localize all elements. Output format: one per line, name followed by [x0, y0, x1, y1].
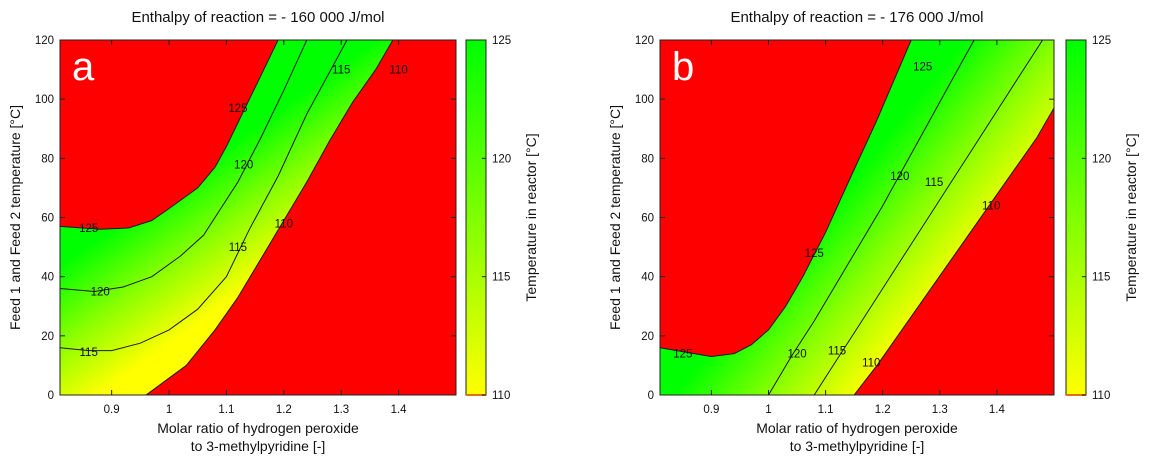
contour-line-125: [660, 40, 912, 358]
colorbar-tick-label: 125: [492, 35, 511, 47]
contour-line-120: [768, 40, 975, 395]
x-tick-label: 1.2: [875, 404, 891, 416]
colorbar: [1065, 39, 1087, 396]
contour-line-110: [145, 40, 394, 395]
y-tick-label: 40: [41, 272, 54, 284]
contour-label-120: 120: [890, 171, 909, 183]
colorbar-tick-label: 120: [492, 153, 511, 165]
contour-line-110: [853, 107, 1054, 395]
contour-line-120: [60, 40, 308, 293]
contour-label-110: 110: [389, 65, 407, 77]
y-tick-label: 80: [41, 153, 54, 165]
x-tick-label: 1.1: [218, 404, 234, 416]
contour-line-115: [60, 40, 348, 352]
contour-label-110: 110: [275, 218, 293, 230]
colorbar-label: Temperature in reactor [°C]: [523, 133, 539, 301]
contour-label-125: 125: [913, 62, 932, 74]
colorbar: [465, 39, 487, 396]
y-tick-label: 20: [641, 331, 654, 343]
x-tick-label: 0.9: [104, 404, 120, 416]
x-axis-label: Molar ratio of hydrogen peroxide: [157, 420, 359, 436]
x-tick-label: 1.4: [989, 404, 1006, 416]
contour-line-125: [60, 40, 279, 230]
colorbar-tick-label: 120: [1092, 153, 1111, 165]
x-axis-label: Molar ratio of hydrogen peroxide: [756, 420, 958, 436]
colorbar-tick-label: 110: [1092, 390, 1110, 402]
y-tick-label: 120: [35, 35, 54, 47]
x-tick-label: 1: [765, 404, 771, 416]
y-tick-label: 80: [641, 153, 654, 165]
x-axis-label: to 3-methylpyridine [-]: [191, 438, 326, 454]
colorbar-tick-label: 110: [492, 390, 510, 402]
colorbar-tick-label: 115: [1092, 272, 1110, 284]
y-tick-label: 0: [648, 390, 654, 402]
contour-label-115: 115: [332, 65, 350, 77]
y-tick-label: 100: [35, 94, 54, 106]
colorbar-label: Temperature in reactor [°C]: [1123, 133, 1139, 301]
in-range-band: [660, 40, 1054, 395]
y-tick-label: 0: [48, 390, 54, 402]
contour-label-110: 110: [982, 201, 1000, 213]
x-tick-label: 1.2: [276, 404, 292, 416]
panel-letter: a: [72, 45, 95, 89]
contour-label-120: 120: [234, 159, 253, 171]
contour-label-120: 120: [787, 349, 806, 361]
contour-label-125: 125: [805, 248, 824, 260]
x-tick-label: 0.9: [703, 404, 719, 416]
contour-label-125: 125: [79, 223, 98, 235]
x-tick-label: 1.1: [818, 404, 834, 416]
y-axis-label: Feed 1 and Feed 2 temperature [°C]: [7, 105, 23, 330]
contour-label-115: 115: [828, 346, 846, 358]
contour-label-115: 115: [80, 347, 98, 359]
x-tick-label: 1.3: [333, 404, 349, 416]
x-tick-label: 1.4: [391, 404, 408, 416]
y-axis-label: Feed 1 and Feed 2 temperature [°C]: [607, 105, 623, 330]
x-tick-label: 1.3: [932, 404, 948, 416]
y-tick-label: 40: [641, 272, 654, 284]
contour-line-115: [813, 40, 1044, 395]
panel-letter: b: [672, 45, 694, 89]
y-tick-label: 60: [41, 213, 54, 225]
contour-label-115: 115: [925, 177, 943, 189]
chart-title: Enthalpy of reaction = - 176 000 J/mol: [730, 9, 983, 26]
x-tick-label: 1: [166, 404, 172, 416]
y-tick-label: 20: [41, 331, 54, 343]
colorbar-tick-label: 125: [1092, 35, 1111, 47]
y-tick-label: 60: [641, 213, 654, 225]
y-tick-label: 100: [635, 94, 654, 106]
contour-label-115: 115: [229, 242, 247, 254]
colorbar-tick-label: 115: [492, 272, 510, 284]
contour-label-125: 125: [673, 349, 692, 361]
y-tick-label: 120: [635, 35, 654, 47]
contour-label-120: 120: [91, 286, 110, 298]
x-axis-label: to 3-methylpyridine [-]: [790, 438, 925, 454]
contour-label-125: 125: [228, 103, 247, 115]
in-range-band: [60, 40, 393, 395]
chart-title: Enthalpy of reaction = - 160 000 J/mol: [131, 9, 384, 26]
contour-label-110: 110: [862, 357, 880, 369]
